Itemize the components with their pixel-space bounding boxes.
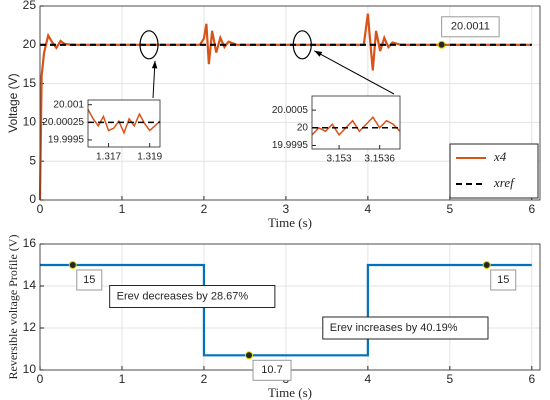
series-line xyxy=(38,13,532,201)
plot-area xyxy=(312,96,400,149)
x-tick-label: 0 xyxy=(37,202,44,216)
arrow-head xyxy=(151,60,158,69)
note-box xyxy=(109,285,276,308)
y-tick-label: 20 xyxy=(297,122,309,133)
note-text: Erev increases by 40.19% xyxy=(330,322,458,334)
datatip-marker xyxy=(68,261,77,269)
series-line xyxy=(311,115,401,137)
datatip-label: 15 xyxy=(83,274,95,286)
datatip-box xyxy=(441,16,500,38)
x-tick-label: 1.319 xyxy=(137,152,162,163)
y-tick-label: 19.9995 xyxy=(272,140,309,151)
y-tick-label: 10 xyxy=(23,362,37,376)
x-tick-label: 5 xyxy=(446,202,453,216)
x-tick-label: 4 xyxy=(365,202,372,216)
legend-label: xref xyxy=(493,175,516,190)
zoom-arrow xyxy=(314,50,395,95)
y-tick-label: 16 xyxy=(23,236,37,250)
y-tick-label: 25 xyxy=(23,0,37,12)
y-tick-label: 19.9995 xyxy=(48,135,85,146)
x-tick-label: 2 xyxy=(201,372,208,386)
y-tick-label: 5 xyxy=(29,153,36,167)
y-tick-label: 15 xyxy=(23,76,37,90)
datatip-box xyxy=(252,359,292,381)
y-tick-label: 20 xyxy=(23,37,37,51)
x-tick-label: 4 xyxy=(365,372,372,386)
y-tick-label: 12 xyxy=(23,320,37,334)
legend-box xyxy=(449,143,539,199)
x-tick-label: 1 xyxy=(119,202,126,216)
datatip-marker xyxy=(482,261,491,269)
axes-frame xyxy=(87,99,161,148)
legend-label: x4 xyxy=(493,149,507,164)
x-tick-label: 1.317 xyxy=(96,152,121,163)
x-tick-label: 3 xyxy=(283,202,290,216)
x-tick-label: 1 xyxy=(119,372,126,386)
zoom-ellipse xyxy=(292,30,312,60)
x-tick-label: 3.1536 xyxy=(364,154,395,165)
note-box xyxy=(322,316,489,340)
datatip-marker xyxy=(437,40,446,49)
arrow-head xyxy=(314,50,323,57)
y-tick-label: 20.0005 xyxy=(272,105,309,116)
x-tick-label: 6 xyxy=(528,202,535,216)
datatip-marker xyxy=(245,351,254,360)
x-axis-label: Time (s) xyxy=(268,215,312,230)
axes-frame xyxy=(39,5,541,201)
datatip-label: 20.0011 xyxy=(451,21,490,33)
axes-frame xyxy=(311,95,401,150)
zoom-ellipse xyxy=(139,30,159,60)
y-axis-label: Voltage (V) xyxy=(6,73,20,132)
y-tick-label: 0 xyxy=(29,192,36,206)
datatip-box xyxy=(490,269,517,291)
y-tick-label: 20.00025 xyxy=(42,117,84,128)
x-tick-label: 6 xyxy=(528,372,535,386)
x-axis-label: Time (s) xyxy=(268,385,312,400)
datatip-label: 15 xyxy=(497,274,509,286)
y-tick-label: 14 xyxy=(23,278,37,292)
x-tick-label: 5 xyxy=(446,372,453,386)
x-tick-label: 0 xyxy=(37,372,44,386)
x-tick-label: 2 xyxy=(201,202,208,216)
datatip-label: 10.7 xyxy=(261,364,282,376)
y-axis-label: Reversible voltage Profile (V) xyxy=(6,235,20,380)
series-line xyxy=(40,263,532,357)
x-tick-label: 3.153 xyxy=(327,154,352,165)
y-tick-label: 20.001 xyxy=(53,99,84,110)
note-text: Erev decreases by 28.67% xyxy=(117,290,249,302)
datatip-box xyxy=(76,269,103,291)
y-tick-label: 10 xyxy=(23,115,37,129)
